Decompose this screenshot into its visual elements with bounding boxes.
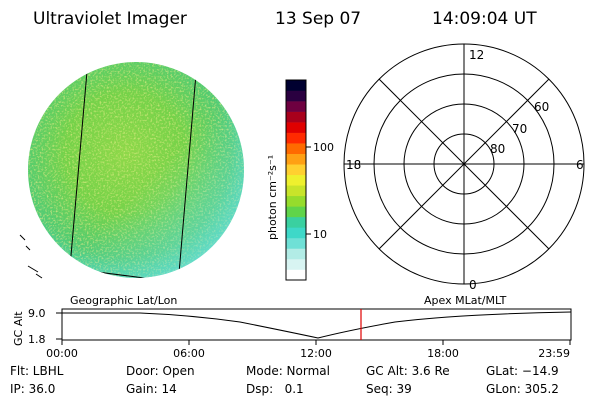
colorbar-cell [286, 111, 306, 123]
colorbar-cell [286, 248, 306, 260]
gain-info: Gain: 14 [126, 382, 177, 396]
colorbar-cell [286, 216, 306, 228]
mode-info: Mode: Normal [246, 364, 330, 378]
mlt-label-12: 12 [469, 48, 484, 62]
colorbar-cell [286, 101, 306, 112]
colorbar-unit-label: photon cm⁻²s⁻¹ [266, 155, 279, 240]
orbit-ylabel: GC Alt [12, 311, 25, 346]
colorbar-cell [286, 237, 306, 249]
colorbar-cell [286, 269, 306, 281]
time-tick-0600: 06:00 [173, 347, 205, 360]
colorbar-cell [286, 195, 306, 207]
colorbar-cell [286, 185, 306, 197]
ip-info: IP: 36.0 [10, 382, 55, 396]
mlat-label-80: 80 [490, 142, 505, 156]
orbit-altitude-plot: 9.0 1.8 GC Alt 00:00 06:00 12:00 18:00 2… [12, 307, 572, 360]
info-footer: Flt: LBHL IP: 36.0 Door: Open Gain: 14 M… [10, 364, 559, 396]
mlt-label-18: 18 [346, 158, 361, 172]
mlt-label-0: 0 [469, 278, 477, 292]
time-tick-1200: 12:00 [300, 347, 332, 360]
uv-image-disk [19, 62, 244, 279]
time-tick-2359: 23:59 [538, 347, 570, 360]
colorbar-cell [286, 80, 306, 91]
filter-info: Flt: LBHL [10, 364, 64, 378]
colorbar-tick-10: 10 [313, 228, 327, 241]
altitude-curve [62, 311, 571, 339]
glat-info: GLat: −14.9 [486, 364, 559, 378]
alt-tick-9: 9.0 [28, 307, 46, 320]
dsp-info: Dsp: 0.1 [246, 382, 304, 396]
time-tick-0000: 00:00 [46, 347, 78, 360]
mlt-label-6: 6 [576, 158, 584, 172]
colorbar-cell [286, 143, 306, 154]
limb-tick-marks [19, 234, 43, 279]
colorbar-cell [286, 153, 306, 165]
colorbar-cell [286, 258, 306, 270]
colorbar-cell [286, 174, 306, 186]
instrument-title: Ultraviolet Imager [33, 9, 187, 29]
door-info: Door: Open [126, 364, 195, 378]
colorbar-cell [286, 227, 306, 239]
colorbar-cell [286, 132, 306, 144]
observation-date: 13 Sep 07 [275, 9, 361, 29]
colorbar-cell [286, 206, 306, 218]
glon-info: GLon: 305.2 [486, 382, 559, 396]
alt-tick-1-8: 1.8 [28, 333, 46, 346]
colorbar-cell [286, 122, 306, 133]
seq-info: Seq: 39 [366, 382, 412, 396]
colorbar-cell [286, 90, 306, 102]
time-tick-1800: 18:00 [427, 347, 459, 360]
colorbar-tick-100: 100 [313, 141, 334, 154]
geographic-caption: Geographic Lat/Lon [70, 294, 177, 307]
apex-caption: Apex MLat/MLT [424, 294, 507, 307]
polar-mlt-plot [343, 43, 585, 285]
mlat-label-60: 60 [534, 100, 549, 114]
colorbar-cell [286, 164, 306, 176]
gc-alt-info: GC Alt: 3.6 Re [366, 364, 450, 378]
observation-time: 14:09:04 UT [432, 9, 537, 29]
mlat-label-70: 70 [512, 122, 527, 136]
color-bar: 100 10 photon cm⁻²s⁻¹ [266, 79, 334, 281]
